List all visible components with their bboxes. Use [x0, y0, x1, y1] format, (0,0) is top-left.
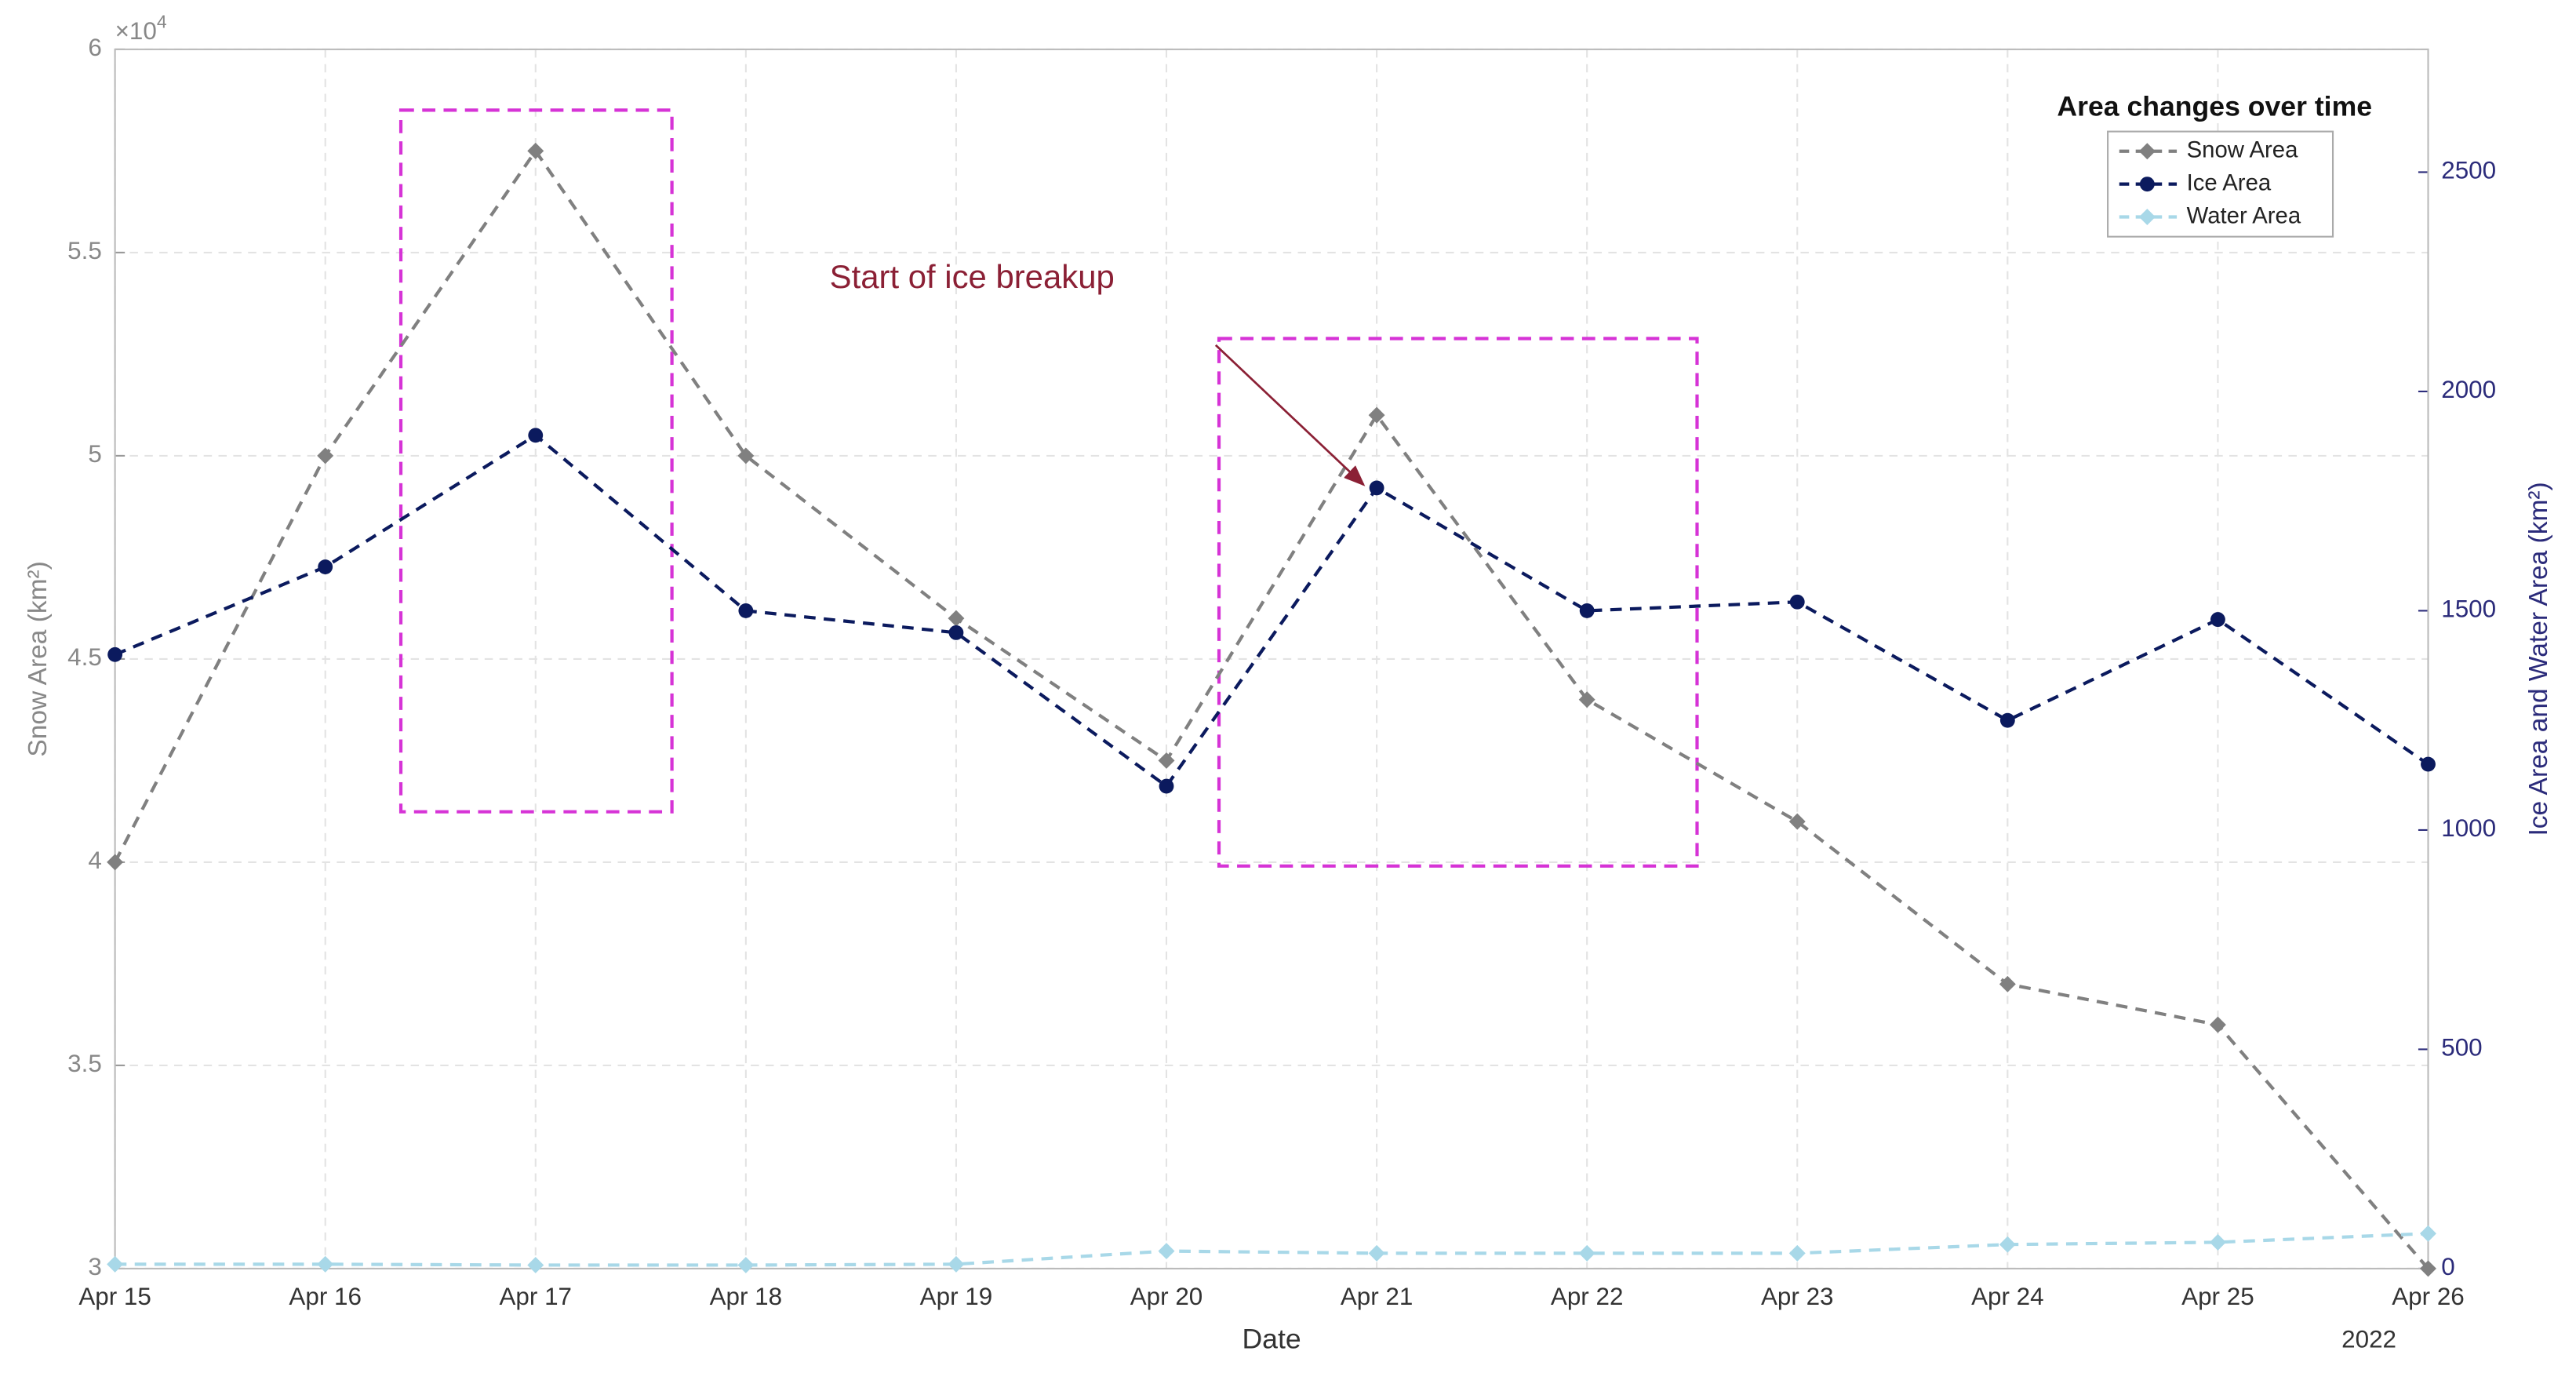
point — [1999, 1236, 2016, 1253]
highlight-box — [398, 108, 674, 814]
annotation-arrow — [1214, 344, 1366, 486]
point — [1368, 1244, 1385, 1262]
x-tick-label: Apr 16 — [289, 1283, 362, 1310]
highlight-box — [1217, 337, 1699, 868]
point — [1579, 603, 1595, 618]
point — [107, 646, 123, 662]
y-tick-label: 3 — [88, 1253, 101, 1280]
legend-title: Area changes over time — [2057, 91, 2372, 122]
point — [2210, 612, 2225, 628]
x-tick-label: Apr 24 — [1971, 1283, 2044, 1310]
point — [1788, 1244, 1806, 1262]
point — [1578, 691, 1595, 708]
point — [1789, 594, 1805, 610]
point — [737, 1256, 755, 1273]
point — [1999, 975, 2016, 992]
point — [317, 1255, 334, 1273]
legend-marker — [2139, 177, 2155, 192]
y2-axis-label: Ice Area and Water Area (km²) — [2524, 482, 2553, 836]
point — [318, 559, 333, 574]
x-tick-label: Apr 25 — [2181, 1283, 2254, 1310]
point — [107, 1255, 124, 1273]
x-year-label: 2022 — [2341, 1325, 2396, 1353]
point — [1578, 1244, 1595, 1262]
legend-label: Ice Area — [2187, 169, 2272, 195]
point — [738, 603, 754, 618]
point — [948, 610, 965, 627]
legend-marker — [2138, 209, 2156, 226]
y-multiplier: ×104 — [115, 11, 167, 45]
y2-tick-label: 2000 — [2441, 376, 2496, 403]
point — [1158, 752, 1175, 769]
x-tick-label: Apr 15 — [78, 1283, 151, 1310]
x-tick-label: Apr 19 — [920, 1283, 993, 1310]
y-tick-label: 6 — [88, 34, 101, 61]
series-line — [113, 147, 2430, 1270]
y2-tick-label: 500 — [2441, 1034, 2482, 1062]
x-tick-label: Apr 20 — [1130, 1283, 1203, 1310]
point — [2420, 1225, 2436, 1242]
point — [2209, 1233, 2226, 1251]
y-tick-label: 5.5 — [67, 237, 102, 264]
y2-tick-label: 2500 — [2441, 157, 2496, 184]
point — [1999, 712, 2015, 728]
point — [948, 625, 964, 640]
point — [2421, 756, 2436, 772]
series-line — [115, 1232, 2429, 1267]
point — [737, 447, 755, 464]
y-tick-label: 5 — [88, 440, 101, 468]
y-axis-label: Snow Area (km²) — [24, 561, 53, 756]
point — [1159, 778, 1174, 794]
y-tick-label: 4.5 — [67, 643, 102, 671]
point — [948, 1255, 965, 1273]
x-tick-label: Apr 18 — [710, 1283, 783, 1310]
legend: Snow Area Ice Area Water Area — [2119, 137, 2301, 228]
point — [1369, 480, 1384, 496]
x-tick-label: Apr 17 — [499, 1283, 572, 1310]
y2-tick-label: 1000 — [2441, 814, 2496, 842]
point — [107, 854, 124, 871]
point — [528, 428, 544, 443]
x-tick-label: Apr 26 — [2392, 1283, 2465, 1310]
point — [527, 1256, 544, 1273]
point — [317, 447, 334, 464]
x-tick-label: Apr 21 — [1341, 1283, 1414, 1310]
legend-label: Snow Area — [2187, 137, 2298, 163]
annotation: Start of ice breakup — [830, 258, 1115, 295]
multiplier-base: ×10 — [115, 17, 157, 45]
x-tick-label: Apr 23 — [1761, 1283, 1834, 1310]
point — [1788, 813, 1806, 830]
point — [1158, 1243, 1175, 1260]
x-axis-label: Date — [1242, 1323, 1301, 1354]
y-tick-label: 3.5 — [67, 1050, 102, 1077]
legend-label: Water Area — [2187, 202, 2301, 228]
plot — [107, 142, 2436, 1277]
y-tick-label: 4 — [88, 847, 101, 874]
point — [2209, 1016, 2226, 1033]
series-line — [114, 433, 2429, 788]
point — [1368, 406, 1385, 424]
multiplier-exponent: 4 — [157, 11, 167, 31]
y2-tick-label: 0 — [2441, 1253, 2454, 1280]
x-tick-label: Apr 22 — [1551, 1283, 1624, 1310]
y2-tick-label: 1500 — [2441, 595, 2496, 623]
